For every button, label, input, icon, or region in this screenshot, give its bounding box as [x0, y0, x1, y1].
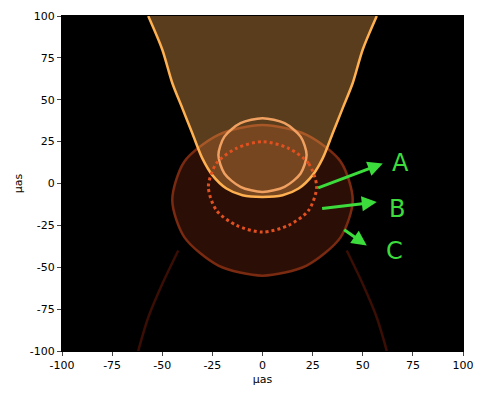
svg-text:-25: -25: [37, 219, 55, 232]
svg-text:A: A: [392, 149, 409, 177]
svg-text:µas: µas: [253, 373, 273, 386]
svg-text:75: 75: [406, 359, 420, 372]
svg-text:100: 100: [34, 10, 55, 23]
svg-text:0: 0: [48, 177, 55, 190]
svg-text:25: 25: [306, 359, 320, 372]
svg-text:50: 50: [41, 94, 55, 107]
svg-text:0: 0: [259, 359, 266, 372]
svg-text:-25: -25: [203, 359, 221, 372]
svg-text:µas: µas: [12, 174, 25, 194]
svg-text:C: C: [386, 237, 403, 265]
svg-text:25: 25: [41, 135, 55, 148]
svg-text:100: 100: [453, 359, 474, 372]
svg-text:-100: -100: [50, 359, 75, 372]
svg-text:-75: -75: [103, 359, 121, 372]
svg-text:75: 75: [41, 52, 55, 65]
svg-text:-50: -50: [37, 261, 55, 274]
svg-text:-100: -100: [30, 345, 55, 358]
svg-text:B: B: [389, 195, 405, 223]
svg-text:50: 50: [356, 359, 370, 372]
svg-text:-75: -75: [37, 303, 55, 316]
svg-text:-50: -50: [153, 359, 171, 372]
